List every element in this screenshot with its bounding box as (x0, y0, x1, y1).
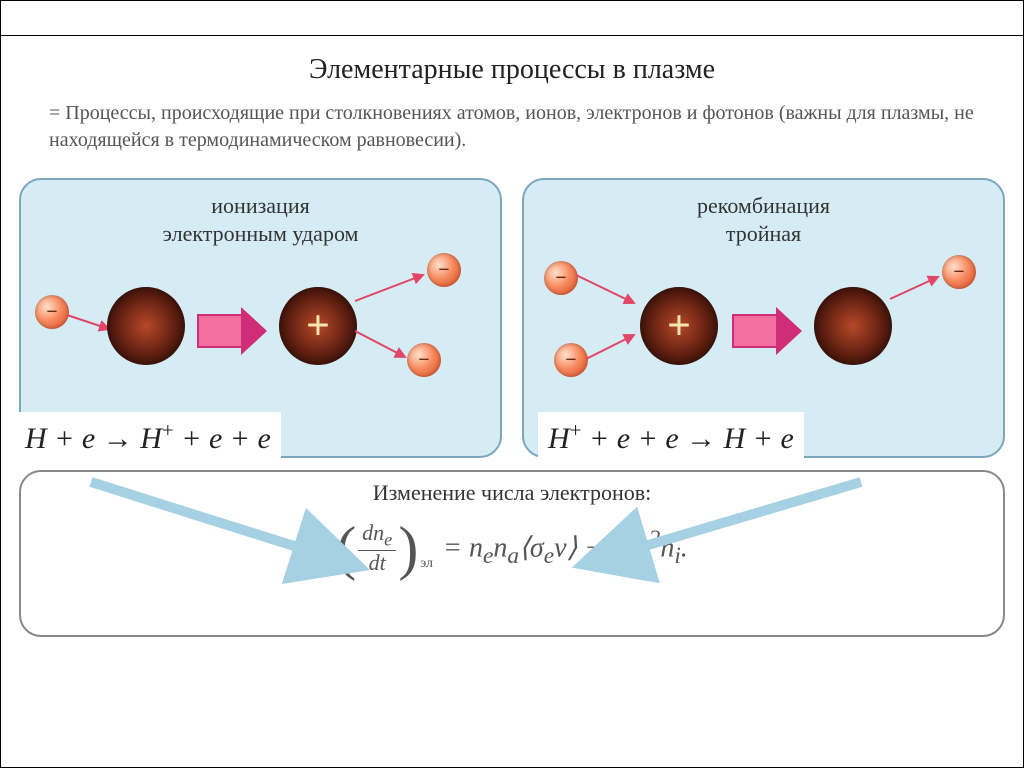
block-arrow-icon (732, 307, 802, 355)
panel-recomb-title-l2: тройная (726, 221, 801, 246)
panel-ionization-title-l1: ионизация (211, 193, 309, 218)
recombination-diagram: − − + (532, 257, 995, 377)
electron-icon: − (554, 343, 588, 377)
thin-arrow-icon (586, 335, 646, 367)
atom-ion-icon: + (279, 287, 357, 365)
slide-title: Элементарные процессы в плазме (1, 54, 1023, 86)
plus-icon: + (306, 305, 330, 347)
atom-ion-icon: + (640, 287, 718, 365)
thin-arrow-icon (890, 277, 950, 307)
ionization-formula: H + e → H+ + e + e (15, 412, 281, 462)
panel-ionization: ионизация электронным ударом − (19, 178, 502, 458)
link-arrow-icon (581, 502, 881, 582)
thin-arrow-icon (355, 275, 435, 315)
electron-icon: − (544, 261, 578, 295)
slide-container: Элементарные процессы в плазме = Процесс… (0, 0, 1024, 768)
thin-arrow-icon (355, 331, 415, 367)
atom-neutral-icon (814, 287, 892, 365)
thin-arrow-icon (576, 275, 646, 311)
block-arrow-icon (197, 307, 267, 355)
rate-equation-box: Изменение числа электронов: ( dne dt ) э… (19, 470, 1005, 637)
intro-text: = Процессы, происходящие при столкновени… (49, 100, 975, 154)
atom-neutral-icon (107, 287, 185, 365)
panel-ionization-title-l2: электронным ударом (163, 221, 359, 246)
panel-ionization-title: ионизация электронным ударом (29, 192, 492, 247)
electron-icon: − (35, 295, 69, 329)
plus-icon: + (667, 305, 691, 347)
top-bar (1, 1, 1023, 36)
panel-recomb-title-l1: рекомбинация (697, 193, 830, 218)
recombination-formula: H+ + e + e → H + e (538, 412, 804, 462)
panels-row: ионизация электронным ударом − (19, 178, 1005, 458)
panel-recombination: рекомбинация тройная − − + (522, 178, 1005, 458)
link-arrow-icon (91, 502, 371, 582)
panel-recombination-title: рекомбинация тройная (532, 192, 995, 247)
ionization-diagram: − + − − (29, 257, 492, 377)
